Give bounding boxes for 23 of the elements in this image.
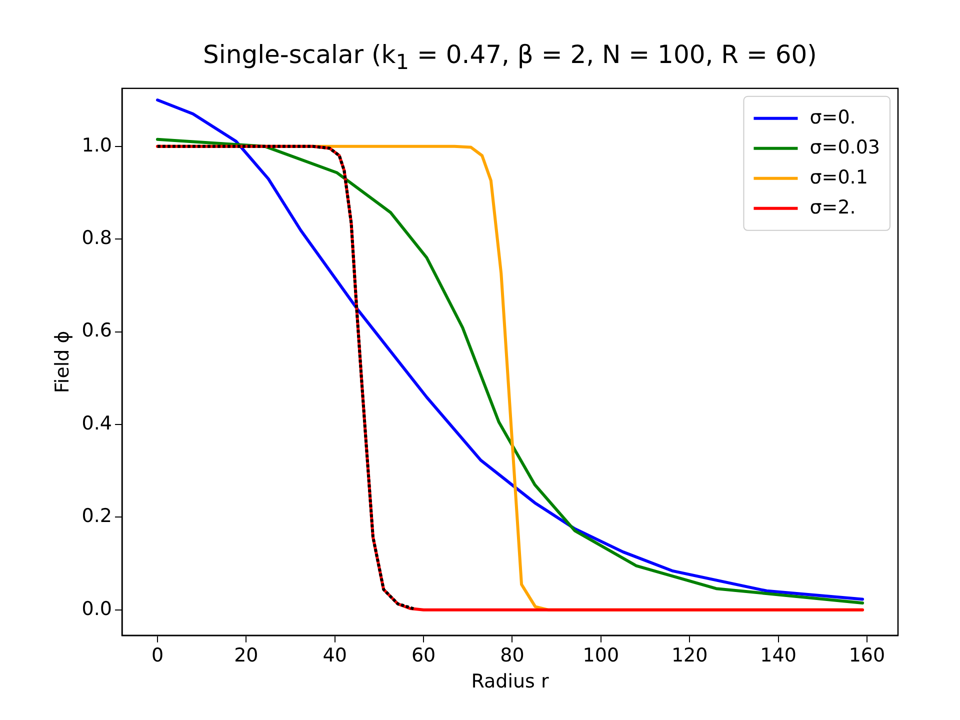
x-axis-title: Radius r	[471, 670, 549, 693]
chart-title: Single-scalar (k$_{1}$ = 0.47, β = 2, N = 100, R = 60)	[202, 40, 818, 74]
x-tick-label: 60	[411, 644, 436, 667]
x-tick-label: 160	[848, 644, 886, 667]
y-tick-label: 0.6	[82, 320, 112, 342]
x-tick-label: 0	[151, 644, 164, 667]
legend-label: σ=0.	[810, 106, 856, 128]
y-axis-title: Field ϕ	[51, 330, 74, 394]
legend-label: σ=0.03	[810, 136, 880, 158]
x-tick-label: 100	[582, 644, 620, 667]
y-tick-label: 0.4	[82, 412, 112, 434]
y-tick-label: 1.0	[82, 134, 112, 156]
y-tick-label: 0.8	[82, 226, 112, 249]
legend-label: σ=0.1	[810, 166, 868, 188]
y-tick-label: 0.0	[82, 598, 112, 620]
x-tick-label: 140	[760, 644, 796, 667]
x-tick-label: 120	[671, 644, 708, 667]
x-tick-label: 20	[234, 644, 258, 667]
x-tick-label: 80	[500, 644, 524, 667]
line-series	[156, 144, 416, 610]
y-tick-label: 0.2	[82, 505, 112, 528]
x-tick-label: 40	[322, 644, 347, 667]
legend-label: σ=2.	[810, 196, 856, 218]
